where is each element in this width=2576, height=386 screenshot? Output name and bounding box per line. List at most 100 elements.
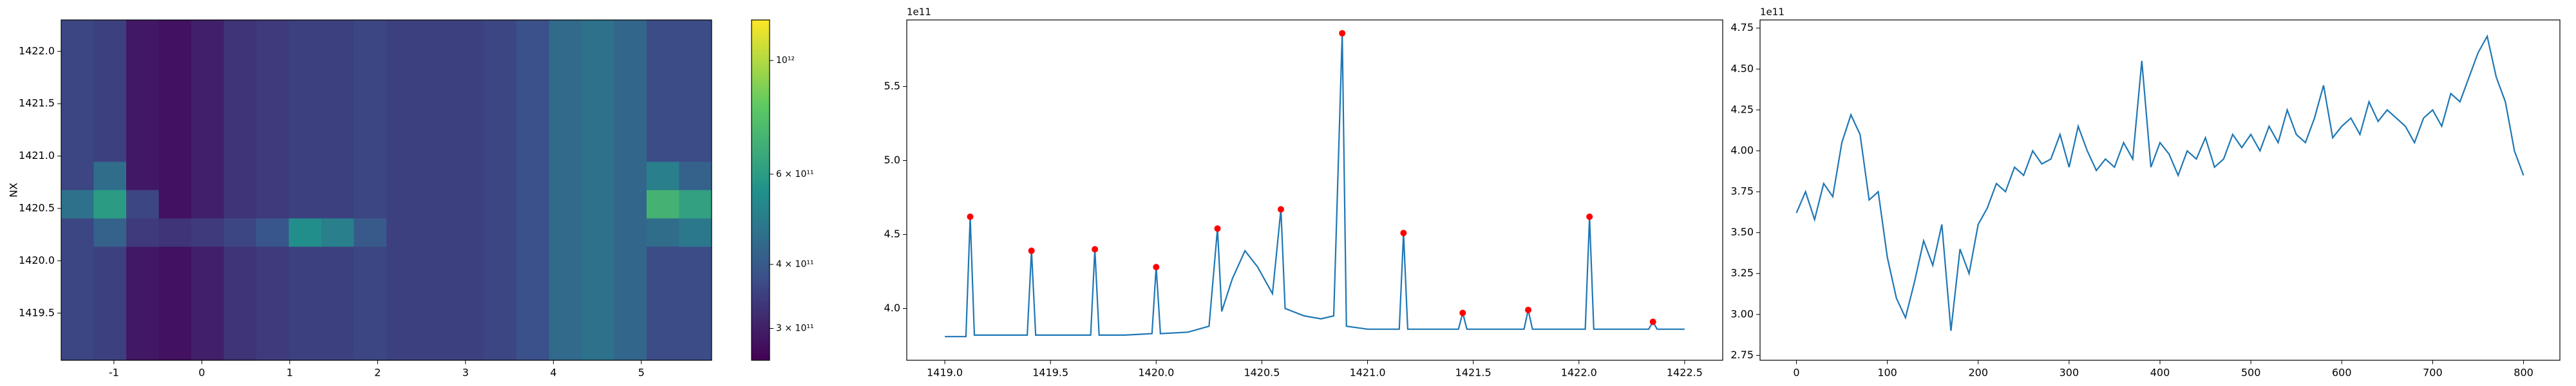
colorbar-step (752, 302, 770, 306)
colorbar-step (752, 346, 770, 351)
heatmap-cell (484, 218, 517, 248)
heatmap-cell (256, 218, 289, 248)
colorbar-step (752, 264, 770, 269)
y-tick-label: 4.75 (1730, 21, 1754, 33)
heatmap-cell (289, 48, 322, 77)
heatmap-cell (93, 77, 127, 106)
colorbar-tick-label: 6 × 10¹¹ (776, 169, 814, 179)
colorbar-step (752, 336, 770, 340)
peak-marker (1459, 309, 1466, 317)
heatmap-cell (549, 303, 582, 333)
x-tick-label: 1421.0 (1350, 367, 1386, 379)
colorbar-step (752, 129, 770, 133)
colorbar-step (752, 230, 770, 235)
colorbar-step (752, 53, 770, 58)
heatmap-cell (354, 331, 387, 361)
heatmap-cell (582, 331, 614, 361)
colorbar-step (752, 190, 770, 194)
heatmap-cell (549, 246, 582, 276)
heatmap-cell (158, 77, 192, 106)
heatmap-cell (647, 190, 679, 219)
heatmap-cell (289, 20, 322, 49)
y-tick-label: 3.25 (1730, 267, 1754, 279)
heatmap-cell (321, 246, 354, 276)
heatmap-cell (679, 105, 712, 134)
colorbar-step (752, 105, 770, 109)
y-tick-label: 1421.5 (19, 97, 55, 109)
heatmap-cell (516, 218, 549, 248)
y-tick-label: 3.00 (1730, 308, 1754, 320)
heatmap-cell (191, 218, 224, 248)
peak-marker (1092, 246, 1099, 253)
heatmap-cell (419, 105, 452, 134)
heatmap-cell (419, 218, 452, 248)
colorbar-step (752, 142, 770, 147)
colorbar-step (752, 187, 770, 190)
heatmap-cell (451, 161, 484, 190)
heatmap-cell (386, 105, 419, 134)
heatmap-cell (419, 77, 452, 106)
heatmap-cell (386, 161, 419, 190)
heatmap-cell (223, 190, 257, 219)
colorbar-step (752, 26, 770, 31)
heatmap-cell (93, 133, 127, 162)
heatmap-cell (582, 161, 614, 190)
heatmap-cell (256, 48, 289, 77)
heatmap-cell (679, 161, 712, 190)
x-tick-label: 400 (2150, 367, 2170, 379)
heatmap-cell (191, 190, 224, 219)
heatmap-cell (679, 77, 712, 106)
colorbar-step (752, 244, 770, 248)
colorbar-step (752, 159, 770, 163)
peak-marker (1400, 230, 1407, 237)
colorbar-step (752, 292, 770, 296)
heatmap-cell (256, 246, 289, 276)
colorbar-step (752, 122, 770, 126)
colorbar-step (752, 20, 770, 24)
colorbar-step (752, 316, 770, 320)
heatmap-cell (61, 77, 94, 106)
heatmap-cell (516, 105, 549, 134)
axes-frame (906, 19, 1723, 361)
heatmap-cell (647, 218, 679, 248)
heatmap-cell (451, 133, 484, 162)
y-tick-label: 4.25 (1730, 103, 1754, 115)
peak-marker (1028, 247, 1035, 254)
heatmap-cell (93, 105, 127, 134)
heatmap-cell (256, 161, 289, 190)
colorbar-step (752, 193, 770, 198)
heatmap-cell (582, 303, 614, 333)
heatmap-cell (679, 246, 712, 276)
heatmap-cell (126, 303, 159, 333)
heatmap-cell (93, 275, 127, 304)
colorbar-step (752, 125, 770, 129)
heatmap-cell (289, 190, 322, 219)
colorbar-step (752, 132, 770, 136)
heatmap-cell (93, 331, 127, 361)
colorbar-step (752, 329, 770, 334)
colorbar-step (752, 40, 770, 44)
heatmap-cell (126, 133, 159, 162)
y-tick-label: 4.5 (884, 228, 900, 240)
heatmap-cell (289, 105, 322, 134)
heatmap-cell (451, 190, 484, 219)
x-tick-label: 500 (2241, 367, 2261, 379)
heatmap-cell (386, 133, 419, 162)
colorbar-step (752, 44, 770, 48)
heatmap-cell (614, 77, 647, 106)
heatmap-cell (256, 190, 289, 219)
peak-marker (1153, 264, 1160, 271)
heatmap-cell (419, 20, 452, 49)
x-tick-label: 0 (1793, 367, 1799, 379)
heatmap-cell (582, 218, 614, 248)
y-tick-label: 4.50 (1730, 62, 1754, 75)
heatmap-cell (321, 20, 354, 49)
x-tick-label: 1419.0 (927, 367, 963, 379)
colorbar-step (752, 275, 770, 279)
heatmap-cell (126, 105, 159, 134)
heatmap-cell (321, 48, 354, 77)
colorbar-step (752, 77, 770, 82)
colorbar-step (752, 145, 770, 150)
heatmap-cell (126, 77, 159, 106)
heatmap-cell (679, 331, 712, 361)
